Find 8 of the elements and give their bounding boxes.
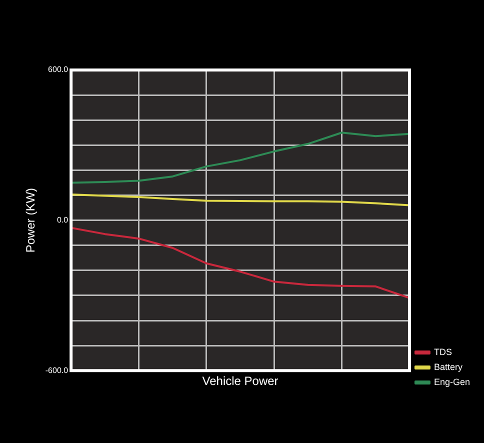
y-tick-label: 0.0 [56,216,69,225]
legend-label: Eng-Gen [434,376,470,387]
x-axis-title: Vehicle Power [202,374,278,388]
y-axis-title: Power (KW) [24,188,38,253]
legend-label: TDS [434,346,452,357]
y-tick-label: -600.0 [45,366,69,375]
y-tick-label: 600.0 [48,65,69,74]
legend-label: Battery [434,362,463,372]
